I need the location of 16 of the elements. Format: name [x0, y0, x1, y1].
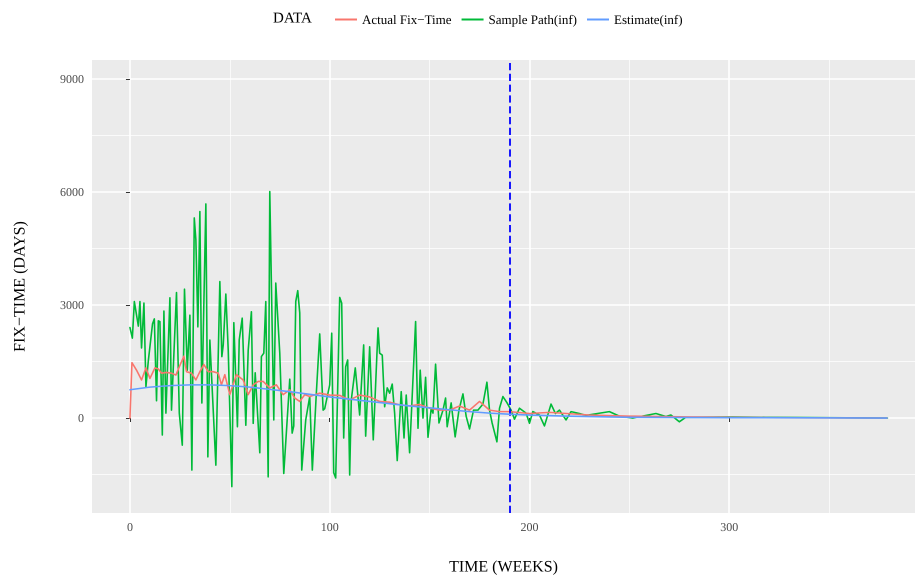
y-tick-label: 6000	[60, 184, 84, 199]
y-tick-label: 3000	[60, 298, 84, 312]
y-tick-label: 0	[78, 411, 84, 426]
legend-label: Sample Path(inf)	[488, 12, 578, 27]
x-tick-label: 300	[720, 520, 738, 534]
x-tick-label: 200	[520, 520, 538, 534]
legend-label: Actual Fix−Time	[362, 12, 452, 27]
x-axis-title: TIME (WEEKS)	[449, 558, 558, 576]
y-tick-label: 9000	[60, 72, 84, 86]
y-axis-title: FIX−TIME (DAYS)	[12, 221, 28, 352]
x-tick-label: 100	[320, 520, 339, 534]
legend-title: DATA	[273, 10, 312, 26]
line-series	[129, 190, 888, 488]
x-tick-label: 0	[126, 520, 133, 534]
line-series	[129, 384, 888, 419]
legend-label: Estimate(inf)	[614, 12, 683, 27]
